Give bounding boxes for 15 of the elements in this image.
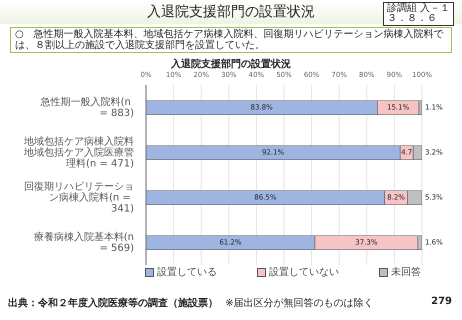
source-note: 出典：令和２年度入院医療等の調査（施設票） <box>8 298 218 309</box>
y-tick-label: 地域包括ケア病棟入院料地域包括ケア入院医療管理料(n = 471) <box>23 135 134 170</box>
y-tick-label: 療養病棟入院基本料(n = 569) <box>34 230 134 254</box>
legend-label: 設置している <box>156 266 217 279</box>
chart-title: 入退院支援部門の設置状況 <box>170 58 292 71</box>
y-tick-label: 急性期一般入院料(n = 883) <box>40 96 134 119</box>
text: 279 <box>431 296 452 307</box>
text: ３．８．６ <box>386 13 438 24</box>
text: ○ 急性期一般入院基本料、地域包括ケア病棟入院料、回復期リハビリテーション病棟入院料では、８割以上の施設で入退院支援部門を設置していた。 <box>10 27 452 53</box>
text: 診調組 入－１ <box>386 3 450 14</box>
legend-label: 未回答 <box>390 266 421 279</box>
text: ※届出区分が無回答のものは除く <box>225 298 374 309</box>
y-tick-label: 回復期リハビリテーション病棟入院料(n = 341) <box>24 180 134 214</box>
legend-label: 設置していない <box>268 266 339 279</box>
text: 入退院支援部門の設置状況 <box>147 4 315 20</box>
